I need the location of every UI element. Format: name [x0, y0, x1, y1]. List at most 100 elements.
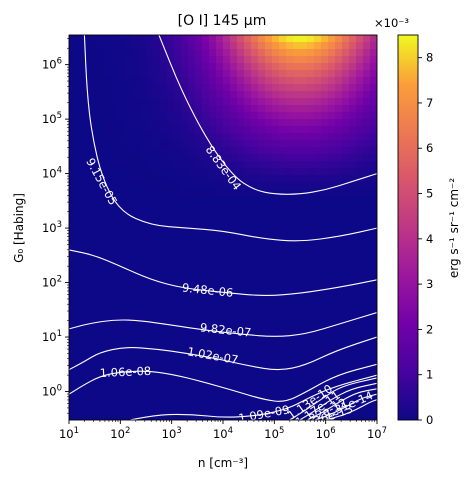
- heatmap-cell: [272, 49, 280, 57]
- heatmap-cell: [265, 357, 273, 365]
- heatmap-cell: [104, 210, 112, 218]
- heatmap-cell: [293, 245, 301, 253]
- heatmap-cell: [209, 308, 217, 316]
- heatmap-cell: [146, 322, 154, 330]
- heatmap-cell: [69, 189, 77, 197]
- heatmap-cell: [286, 35, 294, 43]
- heatmap-cell: [251, 371, 259, 379]
- heatmap-cell: [279, 301, 287, 309]
- heatmap-cell: [153, 133, 161, 141]
- heatmap-cell: [307, 126, 315, 134]
- heatmap-cell: [76, 140, 84, 148]
- heatmap-cell: [230, 147, 238, 155]
- heatmap-cell: [272, 196, 280, 204]
- heatmap-cell: [153, 49, 161, 57]
- heatmap-cell: [279, 273, 287, 281]
- heatmap-cell: [349, 140, 357, 148]
- heatmap-cell: [342, 77, 350, 85]
- heatmap-cell: [125, 224, 133, 232]
- heatmap-cell: [258, 301, 266, 309]
- heatmap-cell: [356, 364, 364, 372]
- contour-line: [83, 35, 377, 242]
- heatmap-cell: [132, 266, 140, 274]
- heatmap-cell: [167, 329, 175, 337]
- heatmap-cell: [370, 371, 377, 379]
- heatmap-cell: [104, 252, 112, 260]
- heatmap-cell: [69, 140, 77, 148]
- heatmap-cell: [363, 140, 371, 148]
- heatmap-cell: [300, 378, 308, 386]
- heatmap-cell: [300, 245, 308, 253]
- heatmap-cell: [174, 119, 182, 127]
- heatmap-cell: [118, 112, 126, 120]
- heatmap-cell: [76, 406, 84, 414]
- heatmap-cell: [237, 175, 245, 183]
- heatmap-cell: [363, 105, 371, 113]
- heatmap-cell: [293, 371, 301, 379]
- heatmap-cell: [209, 273, 217, 281]
- heatmap-cell: [342, 105, 350, 113]
- heatmap-cell: [139, 224, 147, 232]
- heatmap-cell: [265, 210, 273, 218]
- heatmap-cell: [370, 154, 377, 162]
- heatmap-cell: [244, 308, 252, 316]
- heatmap-cell: [90, 378, 98, 386]
- heatmap-cell: [209, 357, 217, 365]
- heatmap-cell: [244, 84, 252, 92]
- heatmap-cell: [265, 266, 273, 274]
- heatmap-cell: [265, 140, 273, 148]
- heatmap-cell: [286, 287, 294, 295]
- heatmap-cell: [97, 49, 105, 57]
- heatmap-cell: [132, 84, 140, 92]
- heatmap-cell: [349, 315, 357, 323]
- heatmap-cell: [139, 385, 147, 393]
- heatmap-cell: [328, 350, 336, 358]
- heatmap-cell: [342, 301, 350, 309]
- heatmap-cell: [111, 105, 119, 113]
- heatmap-cell: [139, 399, 147, 407]
- heatmap-cell: [174, 140, 182, 148]
- heatmap-cell: [195, 294, 203, 302]
- heatmap-cell: [300, 392, 308, 400]
- heatmap-cell: [237, 385, 245, 393]
- y-tick-label: 106: [42, 57, 62, 72]
- heatmap-cell: [356, 287, 364, 295]
- heatmap-cell: [286, 399, 294, 407]
- heatmap-cell: [160, 182, 168, 190]
- heatmap-cell: [251, 245, 259, 253]
- heatmap-cell: [90, 196, 98, 204]
- heatmap-cell: [160, 329, 168, 337]
- heatmap-cell: [69, 210, 77, 218]
- heatmap-cell: [265, 259, 273, 267]
- heatmap-cell: [83, 413, 91, 420]
- heatmap-cell: [223, 245, 231, 253]
- heatmap-cell: [216, 42, 224, 50]
- heatmap-cell: [111, 238, 119, 246]
- heatmap-cell: [335, 63, 343, 71]
- heatmap-cell: [83, 238, 91, 246]
- heatmap-cell: [153, 406, 161, 414]
- heatmap-cell: [356, 210, 364, 218]
- heatmap-cell: [195, 245, 203, 253]
- heatmap-cell: [195, 133, 203, 141]
- heatmap-cell: [342, 63, 350, 71]
- heatmap-cell: [342, 70, 350, 78]
- heatmap-cell: [342, 392, 350, 400]
- heatmap-cell: [174, 343, 182, 351]
- heatmap-cell: [104, 196, 112, 204]
- heatmap-cell: [195, 259, 203, 267]
- heatmap-cell: [328, 182, 336, 190]
- heatmap-cell: [370, 35, 377, 43]
- heatmap-cell: [370, 266, 377, 274]
- heatmap-cell: [104, 413, 112, 420]
- heatmap-cell: [279, 385, 287, 393]
- heatmap-cell: [314, 371, 322, 379]
- heatmap-cell: [300, 147, 308, 155]
- heatmap-cell: [167, 42, 175, 50]
- heatmap-cell: [223, 259, 231, 267]
- heatmap-cell: [118, 392, 126, 400]
- heatmap-cell: [111, 77, 119, 85]
- heatmap-cell: [237, 42, 245, 50]
- heatmap-cell: [370, 126, 377, 134]
- heatmap-cell: [363, 203, 371, 211]
